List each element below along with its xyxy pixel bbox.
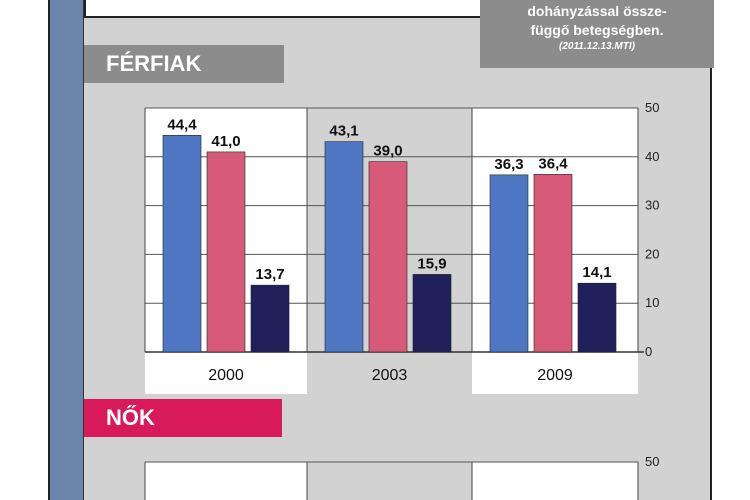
x-tick-label: 2009 bbox=[537, 367, 573, 384]
women-group-background bbox=[472, 462, 638, 500]
bar bbox=[250, 284, 290, 353]
bar-value-label: 13,7 bbox=[255, 266, 284, 283]
y-tick-label: 30 bbox=[645, 198, 659, 213]
source-note: dohányzással össze- függő betegségben. (… bbox=[480, 0, 714, 68]
y-tick-label: 10 bbox=[645, 295, 659, 310]
bar bbox=[489, 174, 529, 353]
bar bbox=[577, 282, 617, 353]
bar-value-label: 36,4 bbox=[538, 155, 568, 172]
bar-value-label: 44,4 bbox=[167, 116, 197, 133]
bar bbox=[324, 141, 364, 353]
bar-value-label: 36,3 bbox=[494, 156, 523, 173]
bar bbox=[162, 135, 202, 353]
left-accent-bar bbox=[48, 0, 84, 500]
year-label-background bbox=[307, 352, 472, 394]
note-line-2: függő betegségben. bbox=[530, 22, 664, 38]
bar-value-label: 41,0 bbox=[211, 133, 240, 150]
note-source: (2011.12.13.MTI) bbox=[559, 41, 635, 52]
y-tick-label: 40 bbox=[645, 149, 659, 164]
bar-value-label: 14,1 bbox=[582, 264, 611, 281]
women-group-background bbox=[145, 462, 307, 500]
bar-value-label: 15,9 bbox=[417, 255, 446, 272]
women-group-background bbox=[307, 462, 472, 500]
men-section-label: FÉRFIAK bbox=[84, 45, 284, 83]
women-section-label: NŐK bbox=[84, 399, 282, 437]
bar bbox=[206, 151, 246, 353]
x-tick-label: 2000 bbox=[208, 367, 244, 384]
y-tick-label: 50 bbox=[645, 100, 659, 115]
y-tick-label: 0 bbox=[645, 344, 652, 359]
bar-value-label: 39,0 bbox=[373, 143, 402, 160]
x-tick-label: 2003 bbox=[372, 367, 408, 384]
women-y-tick-label: 50 bbox=[645, 454, 659, 469]
year-label-background bbox=[472, 352, 638, 394]
year-label-background bbox=[145, 352, 307, 394]
bar bbox=[412, 274, 452, 353]
y-tick-label: 20 bbox=[645, 246, 659, 261]
bar-value-label: 43,1 bbox=[329, 123, 358, 140]
bar bbox=[368, 161, 408, 353]
note-line-1: dohányzással össze- bbox=[527, 3, 667, 19]
bar bbox=[533, 174, 573, 353]
